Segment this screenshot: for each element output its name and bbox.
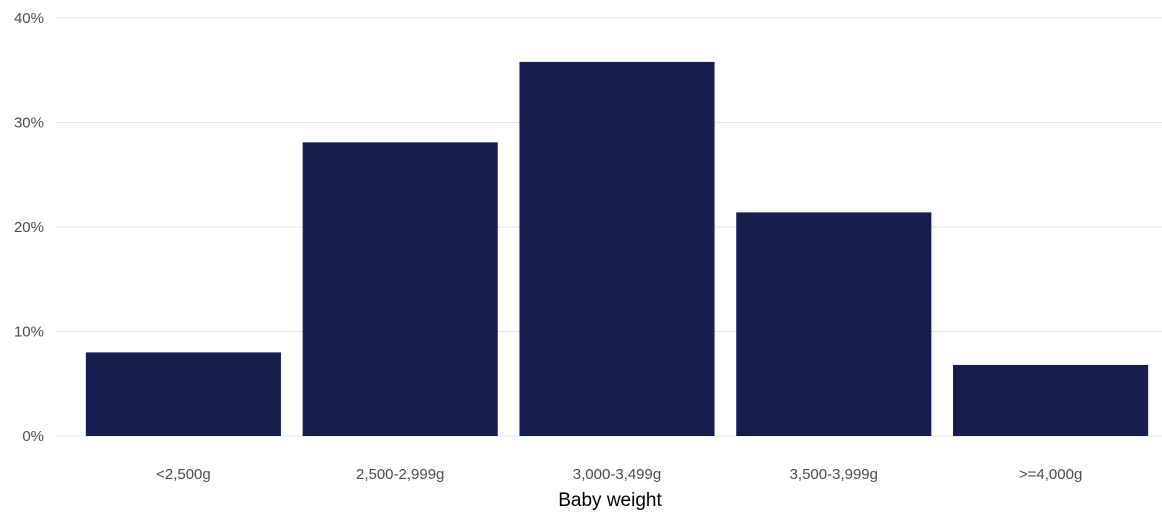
x-axis-title: Baby weight xyxy=(558,490,662,511)
bar xyxy=(736,212,932,436)
x-tick-label: 3,500-3,999g xyxy=(790,466,878,483)
y-tick-label: 30% xyxy=(14,115,44,132)
x-tick-label: >=4,000g xyxy=(1019,466,1082,483)
x-tick-label: 3,000-3,499g xyxy=(573,466,661,483)
bars xyxy=(85,61,1149,437)
y-axis-tick-labels: 0% 10% 20% 30% 40% xyxy=(14,10,44,445)
bar xyxy=(519,61,715,436)
y-tick-label: 40% xyxy=(14,10,44,27)
x-tick-label: 2,500-2,999g xyxy=(356,466,444,483)
y-tick-label: 20% xyxy=(14,219,44,236)
bar xyxy=(953,364,1149,436)
y-tick-label: 10% xyxy=(14,324,44,341)
y-tick-label: 0% xyxy=(22,428,44,445)
bar xyxy=(85,352,281,436)
bar xyxy=(302,142,498,437)
x-tick-label: <2,500g xyxy=(156,466,211,483)
x-axis-tick-labels: <2,500g 2,500-2,999g 3,000-3,499g 3,500-3,9… xyxy=(156,466,1082,483)
